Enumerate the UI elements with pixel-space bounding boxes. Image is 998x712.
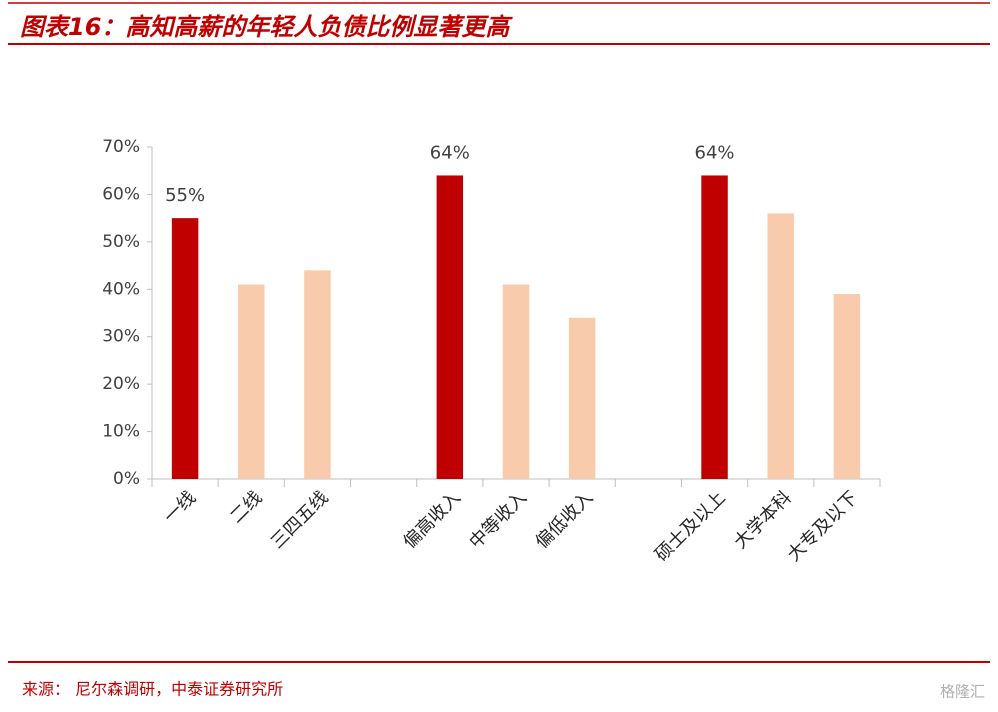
bar xyxy=(568,317,596,479)
x-tick-label: 大专及以下 xyxy=(783,487,861,565)
x-tick-label: 大学本科 xyxy=(730,487,796,553)
bar xyxy=(238,284,265,479)
bar xyxy=(436,175,464,479)
source: 来源： 尼尔森调研，中泰证券研究所 xyxy=(22,680,283,699)
chart-title: 图表16：高知高薪的年轻人负债比例显著更高 xyxy=(20,13,513,41)
bar xyxy=(701,175,728,479)
bar xyxy=(767,213,794,479)
x-tick-label: 三四五线 xyxy=(267,487,333,553)
bar xyxy=(304,270,331,479)
x-tick-label: 一线 xyxy=(160,487,200,527)
value-label: 55% xyxy=(165,185,205,206)
x-tick-label: 二线 xyxy=(226,487,266,527)
value-label: 64% xyxy=(430,142,470,163)
watermark: 格隆汇 xyxy=(940,683,985,701)
x-tick-label: 偏高收入 xyxy=(399,487,465,553)
value-label: 64% xyxy=(695,142,735,163)
y-tick-label: 60% xyxy=(102,184,140,204)
y-tick-label: 30% xyxy=(102,327,140,347)
y-tick-label: 20% xyxy=(102,374,140,394)
y-tick-label: 10% xyxy=(102,422,140,442)
y-tick-label: 70% xyxy=(102,137,140,157)
x-tick-label: 硕士及以上 xyxy=(651,487,729,565)
bar xyxy=(502,284,530,479)
y-tick-label: 0% xyxy=(113,469,140,489)
bar xyxy=(171,218,199,479)
bar xyxy=(833,294,861,479)
x-tick-label: 中等收入 xyxy=(465,487,531,553)
y-tick-label: 40% xyxy=(102,279,140,299)
x-tick-label: 偏低收入 xyxy=(531,487,597,553)
y-tick-label: 50% xyxy=(102,232,140,252)
